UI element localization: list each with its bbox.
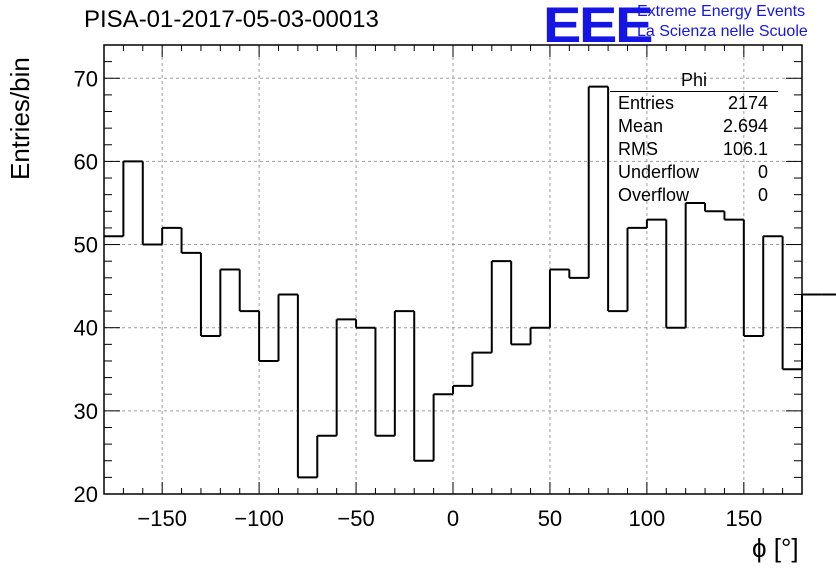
stats-value: 106.1 [722,139,768,159]
stats-label: Entries [618,93,675,113]
x-tick-label: 0 [447,506,459,531]
x-tick-label: −50 [337,506,374,531]
x-tick-label: −100 [234,506,284,531]
y-axis-label: Entries/bin [5,57,35,180]
plot-title: PISA-01-2017-05-03-00013 [84,6,379,33]
y-tick-label: 20 [74,482,98,507]
stats-value: 2174 [727,93,768,113]
stats-row-mean: Mean 2.694 [610,115,778,138]
y-tick-label: 40 [74,316,98,341]
x-tick-label: 50 [538,506,562,531]
logo-caption-line1: Extreme Energy Events [637,3,806,20]
eee-logo: EEE [543,0,653,53]
stats-row-overflow: Overflow 0 [610,184,778,207]
stats-value: 2.694 [722,116,768,136]
logo-caption-line2: La Scienza nelle Scuole [637,23,808,40]
stats-box: Phi Entries 2174 Mean 2.694 RMS 106.1 Under… [610,70,778,207]
y-tick-label: 50 [74,233,98,258]
stats-row-rms: RMS 106.1 [610,138,778,161]
y-tick-label: 30 [74,399,98,424]
stats-value: 0 [757,162,768,182]
y-tick-label: 60 [74,149,98,174]
stats-label: Overflow [618,185,690,205]
stats-label: RMS [618,139,658,159]
x-tick-label: 100 [629,506,666,531]
x-axis-label: ϕ [°] [752,533,799,563]
stats-row-underflow: Underflow 0 [610,161,778,184]
stats-row-entries: Entries 2174 [610,92,778,115]
stats-title: Phi [610,70,778,92]
x-tick-label: 150 [725,506,762,531]
stats-label: Underflow [618,162,700,182]
stats-label: Mean [618,116,664,136]
x-tick-label: −150 [137,506,187,531]
stats-value: 0 [757,185,768,205]
y-tick-label: 70 [74,66,98,91]
logo-caption: Extreme Energy Events La Scienza nelle S… [637,2,808,42]
